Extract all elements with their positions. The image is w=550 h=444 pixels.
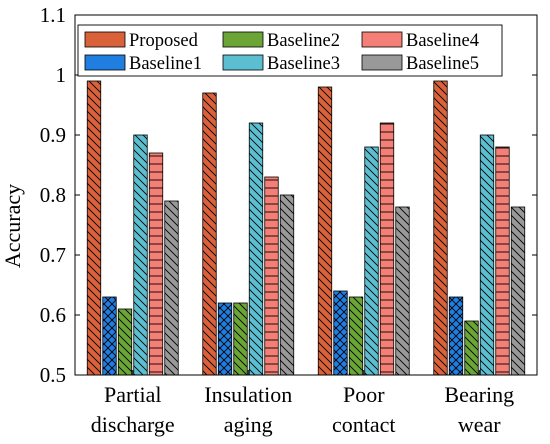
legend-swatch-proposed xyxy=(84,31,126,48)
bar-baseline5-0 xyxy=(164,200,179,376)
bar-proposed-2 xyxy=(317,86,333,376)
axes-group: 0.5 0.6 0.7 0.8 0.9 1 1.1 Partial discharge Insul… xyxy=(40,3,538,437)
legend-box xyxy=(77,24,503,77)
x-category-label: aging xyxy=(224,412,273,437)
legend: Proposed Baseline1 Baseline2 Baseline3 Basel… xyxy=(77,24,503,77)
legend-label-baseline2: Baseline2 xyxy=(267,31,340,51)
bar-baseline4-2 xyxy=(379,122,395,376)
x-category-label: Insulation xyxy=(204,382,292,407)
y-tick-label: 1 xyxy=(56,63,67,87)
legend-swatch-baseline5 xyxy=(361,54,403,71)
bar-baseline3-3 xyxy=(479,134,495,376)
bar-baseline3-1 xyxy=(248,122,264,376)
x-category-label: discharge xyxy=(91,412,175,437)
y-tick-label: 0.5 xyxy=(40,363,66,387)
y-axis-label: Accuracy xyxy=(0,184,25,268)
legend-label-proposed: Proposed xyxy=(129,31,199,51)
legend-label-baseline1: Baseline1 xyxy=(129,54,202,74)
legend-label-baseline5: Baseline5 xyxy=(406,54,479,74)
legend-label-baseline3: Baseline3 xyxy=(267,54,340,74)
bar-baseline1-2 xyxy=(333,290,348,376)
bars-group xyxy=(86,80,526,376)
bar-baseline5-3 xyxy=(510,206,526,376)
y-tick-label: 0.6 xyxy=(40,303,66,327)
x-category-label: contact xyxy=(332,412,396,437)
bar-baseline4-3 xyxy=(495,146,510,376)
legend-swatch-baseline2 xyxy=(222,31,264,48)
bar-proposed-1 xyxy=(202,92,217,376)
y-tick-label: 0.8 xyxy=(40,183,66,207)
bar-baseline2-3 xyxy=(464,320,479,376)
legend-swatch-baseline4 xyxy=(361,31,403,48)
x-category-label: Poor xyxy=(343,382,385,407)
legend-swatch-baseline3 xyxy=(222,54,264,71)
bar-baseline1-0 xyxy=(102,296,117,376)
bar-baseline2-2 xyxy=(348,296,364,376)
bar-proposed-3 xyxy=(433,80,448,376)
bar-baseline2-1 xyxy=(233,302,248,376)
bar-baseline5-1 xyxy=(279,194,295,376)
x-category-label: Partial xyxy=(104,382,161,407)
bar-baseline3-0 xyxy=(133,134,148,376)
bar-baseline1-1 xyxy=(217,302,233,376)
legend-label-baseline4: Baseline4 xyxy=(406,31,479,51)
y-tick-label: 0.7 xyxy=(40,243,66,267)
bar-baseline1-3 xyxy=(448,296,464,376)
x-category-label: wear xyxy=(458,412,501,437)
y-tick-label: 0.9 xyxy=(40,123,66,147)
bar-baseline2-0 xyxy=(117,308,133,376)
bar-baseline5-2 xyxy=(395,206,410,376)
legend-swatch-baseline1 xyxy=(84,54,126,71)
y-tick-label: 1.1 xyxy=(40,3,66,27)
bar-proposed-0 xyxy=(86,80,102,376)
bar-baseline4-0 xyxy=(148,152,164,376)
bar-baseline4-1 xyxy=(264,176,279,376)
bar-baseline3-2 xyxy=(364,146,379,376)
x-category-label: Bearing xyxy=(444,382,514,407)
